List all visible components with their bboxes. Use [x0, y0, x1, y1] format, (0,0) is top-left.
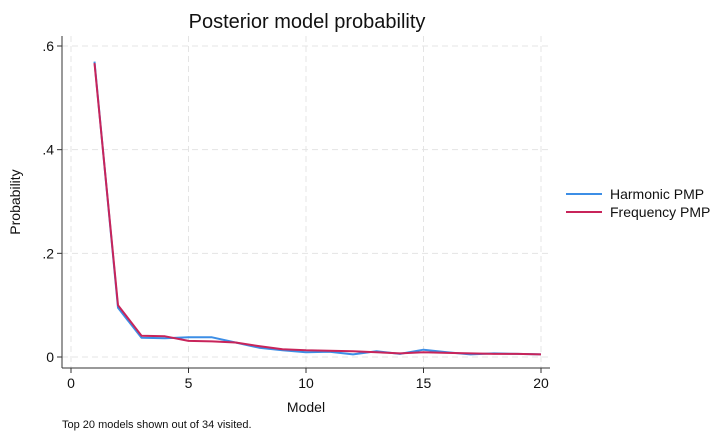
x-tick-label: 10 — [298, 375, 314, 391]
y-tick-label: .6 — [42, 38, 54, 54]
chart-note: Top 20 models shown out of 34 visited. — [62, 419, 252, 431]
legend: Harmonic PMP Frequency PMP — [566, 186, 710, 220]
harmonic-pmp-line — [93, 61, 542, 356]
series-lines — [93, 61, 542, 356]
x-tick-label: 20 — [533, 375, 549, 391]
grid — [62, 36, 550, 368]
y-axis-label: Probability — [7, 169, 23, 234]
x-tick-label: 15 — [416, 375, 432, 391]
axes: 0 5 10 15 20 0 .2 .4 .6 — [42, 36, 550, 391]
y-tick-label: .2 — [42, 245, 54, 261]
x-tick-label: 0 — [67, 375, 75, 391]
x-axis-label: Model — [287, 399, 325, 415]
legend-label-frequency-pmp: Frequency PMP — [610, 204, 710, 220]
chart-title: Posterior model probability — [189, 11, 426, 33]
legend-label-harmonic-pmp: Harmonic PMP — [610, 186, 704, 202]
y-tick-label: .4 — [42, 142, 54, 158]
frequency-pmp-line — [93, 63, 542, 356]
x-tick-label: 5 — [185, 375, 193, 391]
y-tick-label: 0 — [46, 349, 54, 365]
